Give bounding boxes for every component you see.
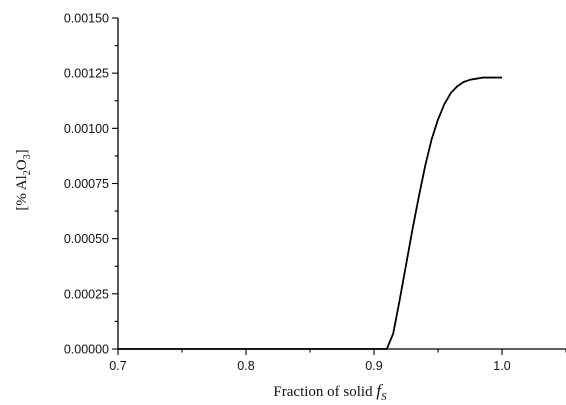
x-axis-ticks: 0.7 0.8 0.9 1.0 <box>109 349 566 373</box>
y-axis-ticks: 0.00000 0.00025 0.00050 0.00075 0.00100 0.001… <box>64 12 118 357</box>
y-tick-label: 0.00025 <box>64 287 109 301</box>
y-axis-title: [% Al2O3] <box>14 149 33 210</box>
y-tick-label: 0.00000 <box>64 343 109 357</box>
y-tick-label: 0.00150 <box>64 12 109 26</box>
x-tick-label: 0.8 <box>237 359 254 373</box>
x-tick-label: 0.7 <box>109 359 126 373</box>
y-tick-label: 0.00050 <box>64 232 109 246</box>
x-axis-title: Fraction of solid fS <box>273 381 387 403</box>
x-tick-label: 0.9 <box>365 359 382 373</box>
x-tick-label: 1.0 <box>493 359 510 373</box>
axes <box>117 18 566 350</box>
series-layer <box>118 76 502 350</box>
series-line <box>118 76 502 350</box>
y-tick-label: 0.00075 <box>64 177 109 191</box>
y-tick-label: 0.00125 <box>64 67 109 81</box>
y-tick-label: 0.00100 <box>64 122 109 136</box>
